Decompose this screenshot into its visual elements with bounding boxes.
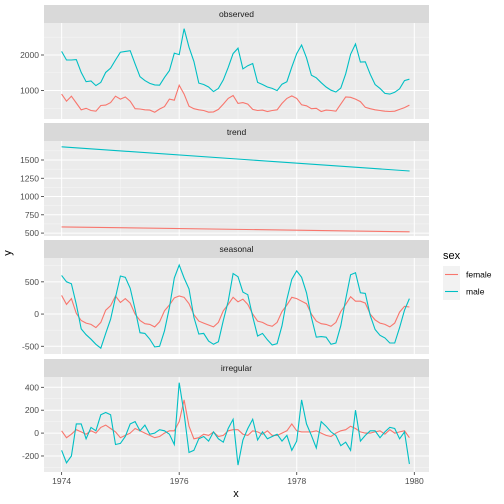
series-line-male bbox=[61, 146, 410, 172]
legend: sex female male bbox=[443, 250, 492, 300]
y-tick-label: 200 bbox=[25, 405, 39, 415]
facet-strip-label: observed bbox=[219, 9, 254, 19]
y-tick-label: 0 bbox=[34, 309, 39, 319]
facet-strip bbox=[44, 240, 429, 258]
chart-panels: observed10002000trend500750100012501500s… bbox=[20, 5, 429, 472]
series-line-male bbox=[61, 28, 410, 95]
x-axis: 1974 1976 1978 1980 bbox=[52, 472, 424, 486]
facet-panel-seasonal: seasonal -500 0 500 bbox=[22, 240, 429, 354]
y-tick-label: 1000 bbox=[20, 86, 39, 96]
legend-label: male bbox=[466, 287, 485, 297]
y-tick-label: 400 bbox=[25, 382, 39, 392]
series-line-female bbox=[61, 83, 410, 113]
facet-panel-trend: trend 500 750 1000 1250 1500 bbox=[20, 123, 429, 238]
facet-panel-observed: observed 1000 2000 bbox=[20, 5, 429, 119]
facet-strip bbox=[44, 123, 429, 141]
legend-label: female bbox=[466, 270, 492, 280]
series-line-male bbox=[61, 382, 410, 466]
series-line-female bbox=[61, 399, 410, 440]
x-tick-label: 1978 bbox=[287, 476, 306, 486]
facet-strip bbox=[44, 5, 429, 23]
x-tick-label: 1974 bbox=[52, 476, 71, 486]
facet-panel-irregular: irregular -200 0 200 400 bbox=[22, 359, 429, 472]
y-tick-label: 750 bbox=[25, 210, 39, 220]
facet-strip bbox=[44, 359, 429, 377]
x-axis-title: x bbox=[233, 488, 239, 500]
y-tick-label: -200 bbox=[22, 451, 39, 461]
series-line-female bbox=[61, 294, 410, 329]
y-tick-label: 500 bbox=[25, 277, 39, 287]
y-tick-label: 1250 bbox=[20, 173, 39, 183]
legend-title: sex bbox=[443, 250, 461, 262]
x-tick-label: 1976 bbox=[170, 476, 189, 486]
plot-background bbox=[44, 141, 429, 236]
facet-strip-label: irregular bbox=[221, 363, 252, 373]
y-tick-label: -500 bbox=[22, 341, 39, 351]
x-tick-label: 1980 bbox=[405, 476, 424, 486]
facet-strip-label: seasonal bbox=[219, 244, 253, 254]
y-tick-label: 0 bbox=[34, 428, 39, 438]
series-line-male bbox=[61, 263, 410, 350]
y-tick-label: 500 bbox=[25, 228, 39, 238]
y-tick-label: 2000 bbox=[20, 50, 39, 60]
y-axis-title: y bbox=[2, 250, 14, 256]
y-tick-label: 1500 bbox=[20, 155, 39, 165]
series-line-female bbox=[61, 226, 410, 233]
plot-background bbox=[44, 258, 429, 354]
plot-background bbox=[44, 377, 429, 472]
facet-strip-label: trend bbox=[227, 127, 247, 137]
y-tick-label: 1000 bbox=[20, 192, 39, 202]
